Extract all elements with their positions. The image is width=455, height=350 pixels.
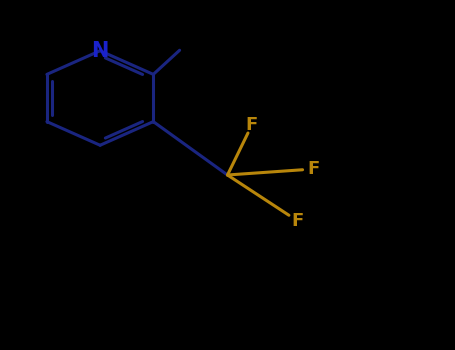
Text: F: F (292, 212, 303, 230)
Text: F: F (246, 116, 258, 134)
Text: N: N (91, 41, 109, 61)
Text: F: F (308, 160, 320, 178)
